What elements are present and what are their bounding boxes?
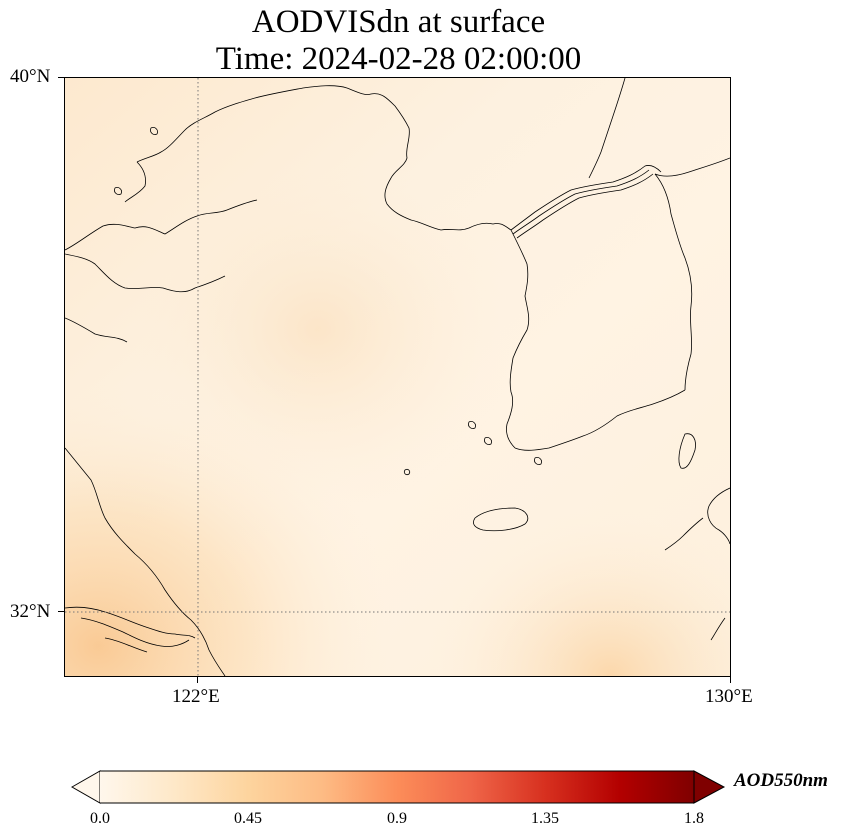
lat-tick-32n: [58, 611, 64, 612]
map-time: Time: 2024-02-28 02:00:00: [215, 41, 582, 77]
colorbar-tick-0: 0.0: [90, 810, 110, 827]
colorbar: [70, 770, 726, 804]
colorbar-extend-min: [70, 770, 101, 804]
colorbar-extend-max: [693, 770, 726, 804]
aod-haze-southeast: [65, 78, 730, 676]
lon-tick-130e: [730, 677, 731, 683]
lon-label-122e: 122°E: [172, 686, 220, 707]
lat-label-32n: 32°N: [10, 601, 51, 622]
colorbar-tick-1: 0.45: [234, 810, 262, 827]
map-title: AODVISdn at surface: [251, 4, 546, 40]
colorbar-label: AOD550nm: [734, 770, 828, 791]
lon-label-130e: 130°E: [705, 686, 753, 707]
lat-label-40n: 40°N: [10, 66, 51, 87]
colorbar-tick-4: 1.8: [684, 810, 704, 827]
colorbar-gradient: [100, 771, 694, 803]
colorbar-graphic: [70, 770, 726, 804]
lon-tick-122e: [197, 677, 198, 683]
map-panel: [64, 77, 731, 677]
map-canvas: [65, 78, 730, 676]
lat-tick-40n: [58, 77, 64, 78]
colorbar-tick-2: 0.9: [387, 810, 407, 827]
colorbar-tick-3: 1.35: [531, 810, 559, 827]
